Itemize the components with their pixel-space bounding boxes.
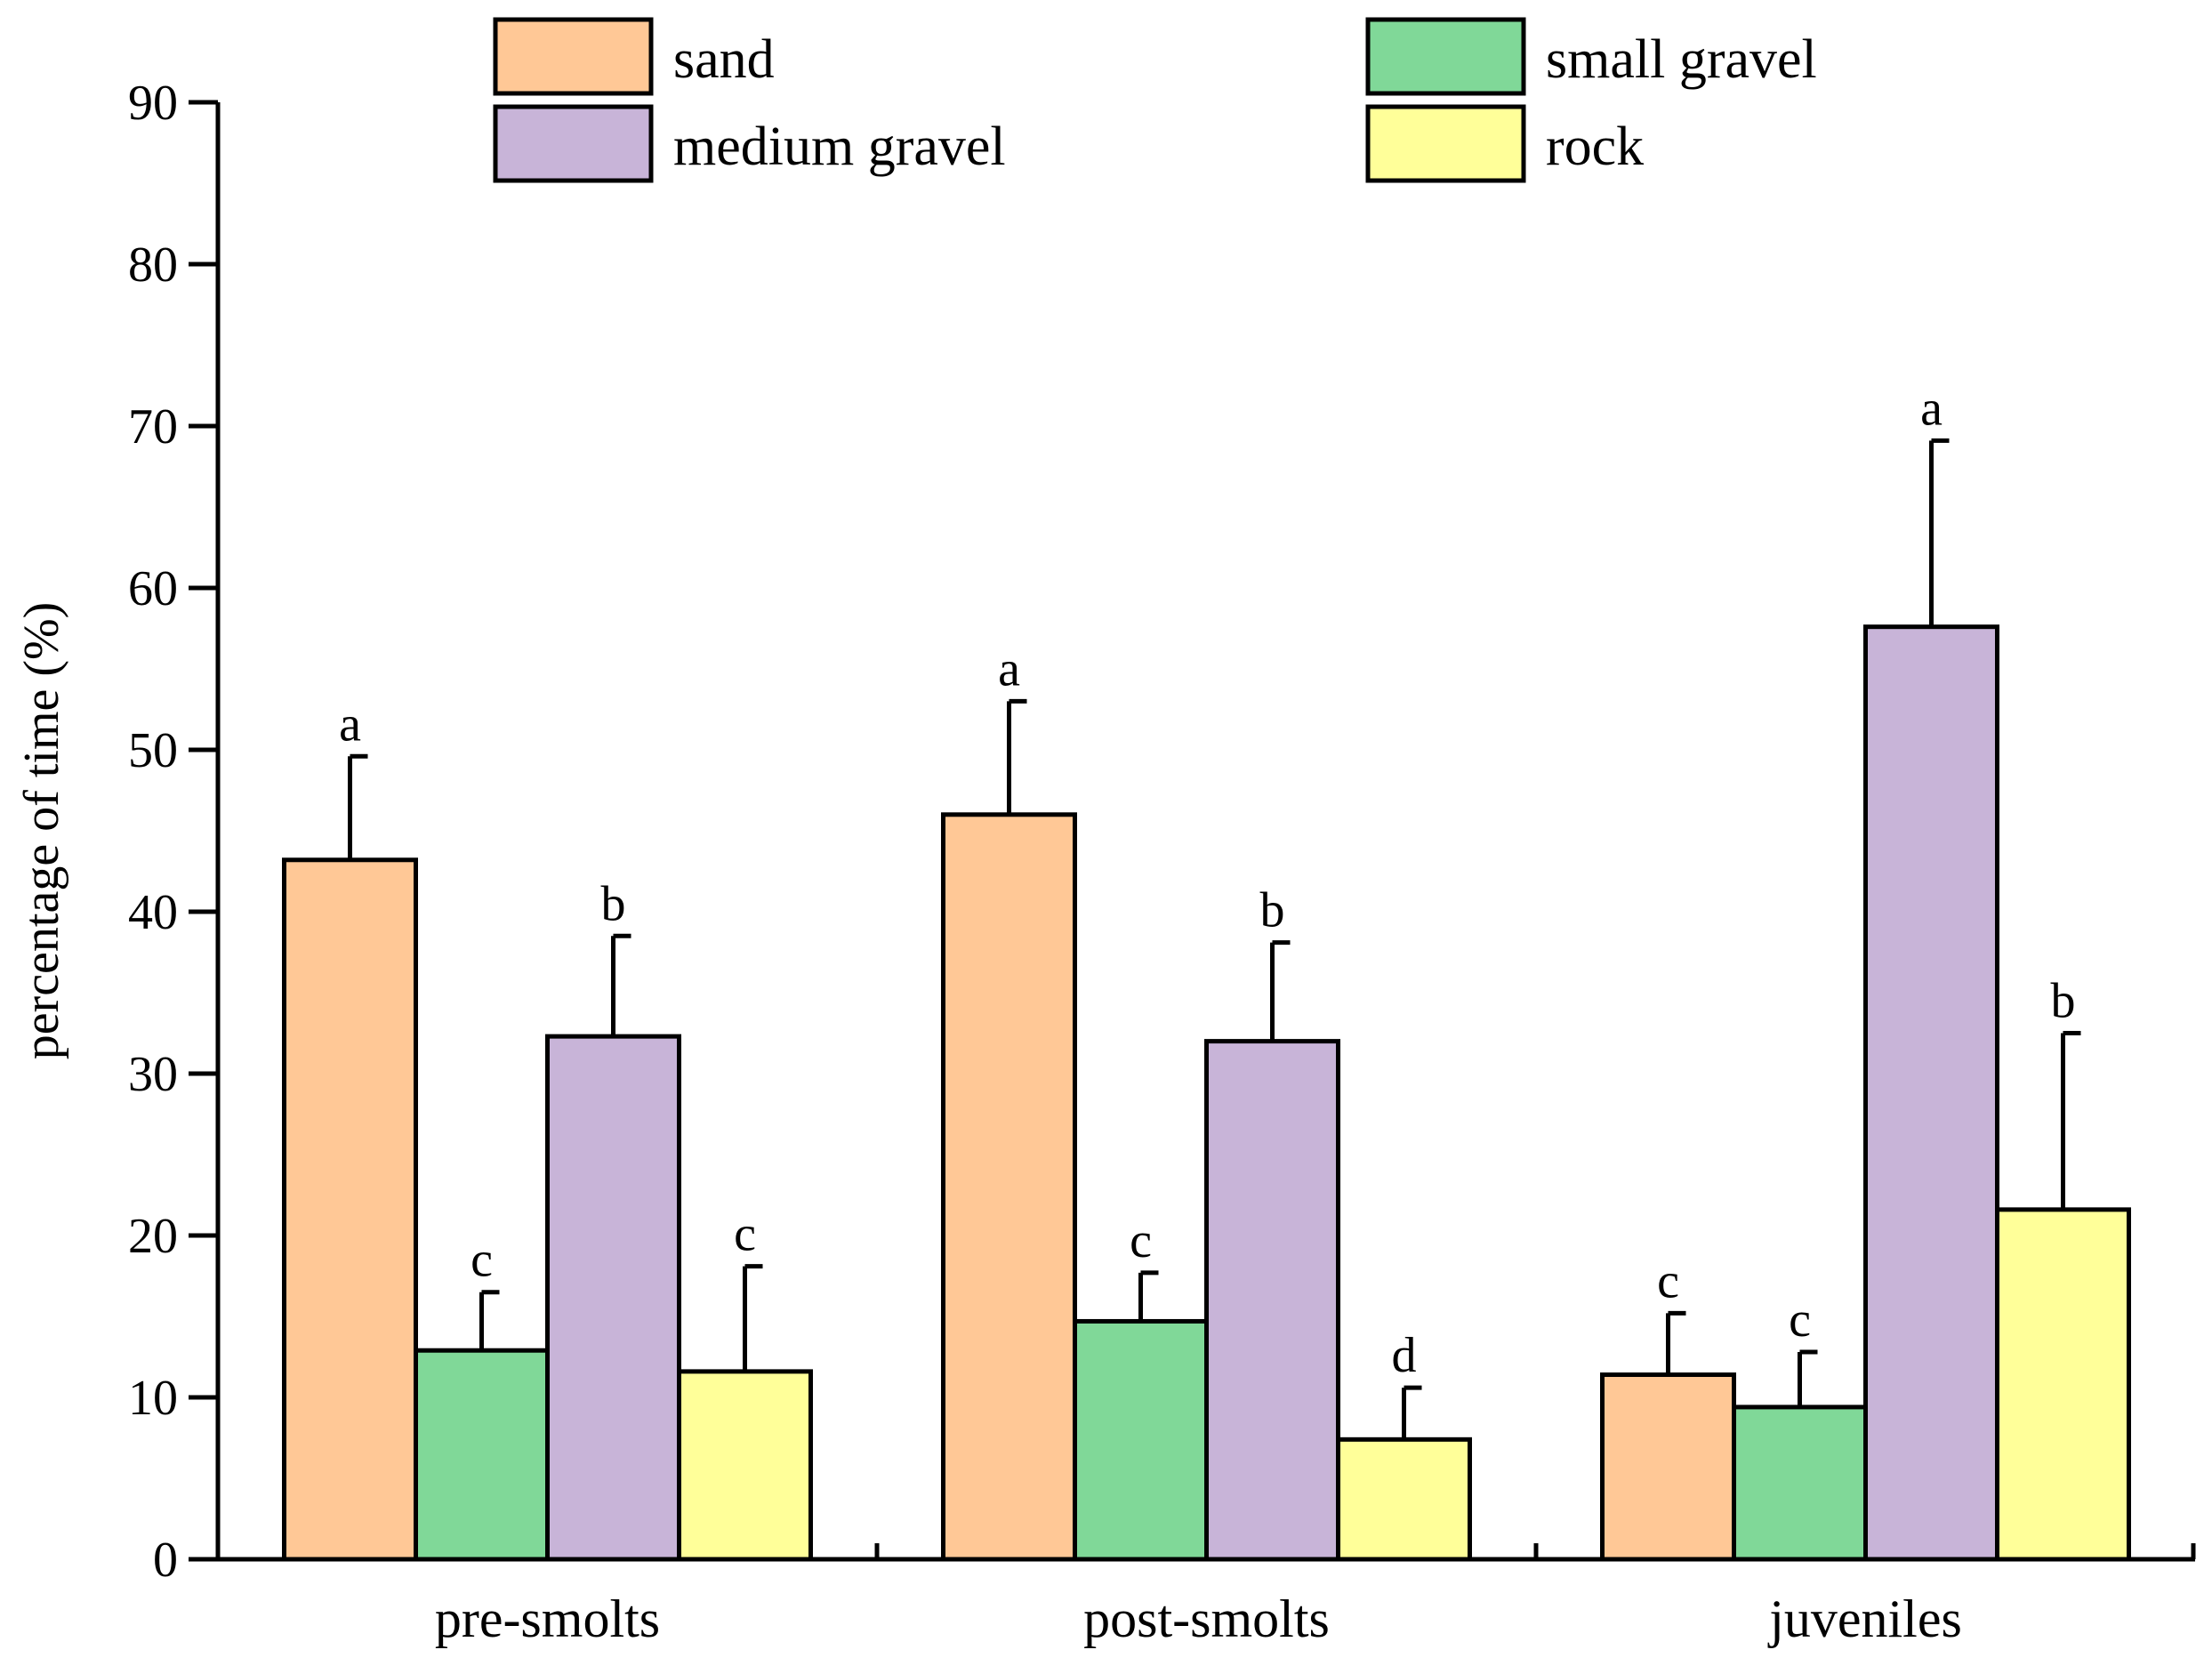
bar bbox=[1732, 1404, 1868, 1562]
significance-letter: c bbox=[1130, 1213, 1152, 1268]
y-tick-label: 10 bbox=[128, 1371, 178, 1426]
bar bbox=[414, 1348, 550, 1562]
significance-letters-group: a c b c a c b d c c a b bbox=[339, 381, 2075, 1383]
x-category-label: juveniles bbox=[1767, 1589, 1962, 1648]
legend-swatch bbox=[493, 17, 654, 96]
bar bbox=[1336, 1437, 1472, 1562]
legend-swatch bbox=[1365, 17, 1526, 96]
y-tick-label: 70 bbox=[128, 399, 178, 455]
y-tick-label: 90 bbox=[128, 76, 178, 131]
legend-swatch bbox=[1365, 104, 1526, 183]
bars-group bbox=[282, 624, 2131, 1562]
bar bbox=[1073, 1318, 1209, 1562]
legend-label: sand bbox=[673, 29, 775, 90]
legend-label: medium gravel bbox=[673, 117, 1006, 177]
y-tick-label: 60 bbox=[128, 561, 178, 616]
y-tick-label: 20 bbox=[128, 1209, 178, 1264]
bar bbox=[1863, 624, 1999, 1562]
bar bbox=[1204, 1039, 1340, 1562]
bar bbox=[677, 1369, 813, 1562]
significance-letter: c bbox=[1657, 1253, 1679, 1308]
significance-letter: a bbox=[998, 641, 1020, 696]
significance-letter: b bbox=[601, 876, 626, 931]
legend: sand small gravel medium gravel rock bbox=[493, 17, 1817, 183]
bar bbox=[1995, 1207, 2131, 1562]
legend-swatch bbox=[493, 104, 654, 183]
significance-letter: c bbox=[734, 1207, 756, 1262]
y-tick-label: 30 bbox=[128, 1047, 178, 1102]
y-tick-label: 0 bbox=[153, 1533, 178, 1588]
x-category-label: pre-smolts bbox=[435, 1589, 660, 1648]
legend-label: rock bbox=[1546, 117, 1644, 177]
y-tick-label: 80 bbox=[128, 237, 178, 293]
significance-letter: b bbox=[2051, 974, 2076, 1029]
significance-letter: d bbox=[1392, 1328, 1417, 1383]
legend-label: small gravel bbox=[1546, 29, 1817, 90]
bar bbox=[545, 1034, 681, 1562]
error-bars-group bbox=[348, 438, 2081, 1440]
significance-letter: c bbox=[471, 1233, 493, 1288]
bar bbox=[941, 812, 1077, 1562]
significance-letter: a bbox=[339, 696, 361, 752]
y-axis-label: percentage of time (%) bbox=[14, 602, 69, 1060]
x-axis-ticks: pre-smolts post-smolts juveniles bbox=[435, 1543, 2196, 1648]
y-axis-ticks: 0 10 20 30 40 50 60 70 80 90 bbox=[128, 76, 218, 1588]
y-tick-label: 40 bbox=[128, 885, 178, 940]
y-tick-label: 50 bbox=[128, 723, 178, 778]
significance-letter: c bbox=[1789, 1292, 1811, 1348]
bar bbox=[282, 857, 418, 1562]
significance-letter: a bbox=[1920, 381, 1943, 436]
x-category-label: post-smolts bbox=[1083, 1589, 1330, 1648]
significance-letter: b bbox=[1260, 883, 1285, 938]
bar bbox=[1600, 1372, 1736, 1562]
axes bbox=[215, 102, 2195, 1562]
